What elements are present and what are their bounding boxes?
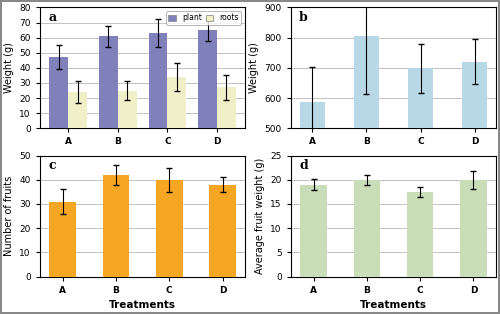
Y-axis label: Average fruit weight (g): Average fruit weight (g) [255, 158, 265, 274]
Y-axis label: Weight (g): Weight (g) [249, 42, 259, 93]
Bar [209, 185, 236, 277]
Legend: plant, roots: plant, roots [166, 11, 242, 25]
Bar [99, 36, 118, 128]
Bar [354, 36, 378, 279]
Text: c: c [48, 159, 56, 172]
Bar [50, 202, 76, 277]
Bar [156, 180, 182, 277]
Bar [118, 90, 137, 128]
Bar [407, 192, 434, 277]
Bar [148, 33, 168, 128]
Bar [408, 68, 432, 279]
X-axis label: Treatments: Treatments [109, 300, 176, 310]
Bar [300, 102, 324, 279]
Text: a: a [48, 11, 56, 24]
Text: b: b [299, 11, 308, 24]
Bar [354, 180, 380, 277]
Y-axis label: Weight (g): Weight (g) [4, 42, 14, 93]
Bar [168, 77, 186, 128]
X-axis label: Treatments: Treatments [360, 300, 427, 310]
Bar [68, 92, 87, 128]
Bar [300, 185, 327, 277]
Bar [462, 62, 487, 279]
Bar [102, 175, 130, 277]
Text: d: d [299, 159, 308, 172]
Bar [198, 30, 217, 128]
Y-axis label: Number of fruits: Number of fruits [4, 176, 14, 256]
Bar [217, 88, 236, 128]
Bar [460, 180, 487, 277]
Bar [50, 57, 68, 128]
